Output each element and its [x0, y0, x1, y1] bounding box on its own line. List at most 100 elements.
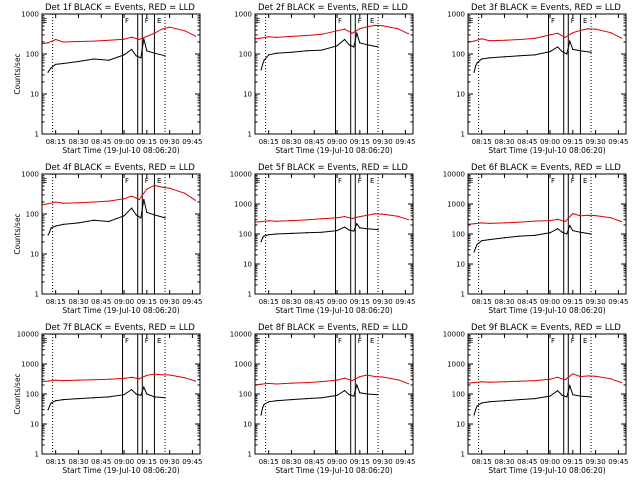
y-tick-label: 10: [243, 91, 252, 99]
lld-data-point: [161, 374, 163, 376]
events-data-point: [579, 395, 582, 397]
interval-label: E: [370, 337, 374, 345]
events-data-point: [123, 54, 125, 56]
interval-label: E: [256, 177, 260, 185]
lld-data-point: [138, 38, 140, 41]
events-data-point: [146, 50, 148, 52]
lld-data-point: [306, 219, 308, 221]
lld-series-line: [41, 26, 196, 45]
plot-frame: [467, 13, 627, 135]
lld-data-point: [572, 212, 574, 215]
interval-label: E: [43, 177, 47, 185]
lld-data-point: [161, 28, 163, 30]
interval-label: E: [157, 337, 161, 345]
events-data-point: [561, 394, 563, 396]
events-data-point: [569, 225, 571, 227]
x-tick-label: 08:30: [494, 458, 514, 466]
x-tick-label: 09:30: [160, 138, 180, 146]
lld-data-point: [595, 375, 597, 377]
lld-data-point: [407, 219, 410, 221]
x-tick-label: 09:15: [350, 298, 370, 306]
x-tick-label: 09:30: [586, 298, 606, 306]
interval-label: F: [571, 17, 575, 25]
interval-label: F: [571, 337, 575, 345]
x-axis-label: Start Time (19-Jul-10 08:06:20): [275, 306, 392, 315]
x-tick-label: 09:00: [114, 298, 134, 306]
events-data-point: [55, 400, 57, 402]
events-data-point: [263, 235, 265, 237]
events-data-point: [48, 405, 51, 407]
x-tick-label: 09:45: [608, 138, 628, 146]
y-tick-label: 1: [248, 451, 252, 459]
events-data-point: [348, 44, 350, 46]
interval-label: E: [583, 177, 587, 185]
events-data-point: [366, 393, 369, 395]
lld-data-point: [194, 199, 197, 201]
events-data-point: [146, 211, 148, 213]
lld-data-point: [290, 219, 293, 222]
events-data-point: [473, 414, 475, 416]
interval-label: F: [145, 177, 149, 185]
lld-data-point: [572, 32, 574, 34]
events-data-point: [93, 219, 95, 221]
events-series-line: [260, 383, 379, 416]
events-data-point: [47, 71, 49, 73]
events-series-line: [473, 383, 592, 416]
events-data-point: [353, 46, 355, 48]
lld-data-point: [351, 217, 353, 220]
lld-data-point: [572, 373, 574, 375]
interval-label: F: [551, 337, 555, 345]
lld-data-point: [557, 32, 559, 34]
events-data-point: [359, 392, 361, 394]
events-data-point: [474, 409, 477, 411]
events-data-point: [366, 228, 369, 230]
y-tick-label: 1000: [447, 11, 465, 19]
lld-series-line: [254, 213, 409, 223]
events-data-point: [590, 51, 592, 53]
events-data-point: [488, 57, 490, 59]
lld-data-point: [184, 192, 186, 194]
y-tick-label: 1: [35, 451, 39, 459]
events-data-point: [93, 58, 95, 60]
events-data-point: [557, 389, 559, 392]
lld-data-point: [366, 374, 369, 376]
interval-label: F: [551, 17, 555, 25]
lld-data-point: [77, 379, 80, 381]
events-data-point: [561, 50, 563, 53]
lld-series-line: [467, 28, 622, 43]
x-tick-label: 09:30: [586, 458, 606, 466]
panel-title: Det 6f BLACK = Events, RED = LLD: [471, 163, 621, 173]
y-tick-label: 1: [35, 131, 39, 139]
interval-label: E: [370, 17, 374, 25]
events-data-point: [48, 69, 51, 71]
panel-title: Det 5f BLACK = Events, RED = LLD: [258, 163, 408, 173]
x-tick-label: 08:45: [304, 138, 324, 146]
events-data-point: [519, 235, 521, 237]
lld-data-point: [359, 376, 361, 378]
lld-data-point: [610, 378, 612, 380]
events-series-line: [47, 199, 166, 236]
events-data-point: [62, 62, 64, 65]
lld-data-point: [564, 36, 566, 39]
x-tick-label: 09:15: [563, 138, 583, 146]
plot-frame: [254, 13, 414, 135]
lld-data-point: [47, 380, 49, 382]
y-tick-label: 10: [243, 421, 252, 429]
events-data-point: [260, 414, 262, 416]
lld-data-point: [503, 222, 506, 224]
events-data-point: [474, 247, 477, 249]
interval-label: F: [145, 337, 149, 345]
interval-label: E: [157, 17, 161, 25]
x-tick-label: 08:30: [281, 298, 301, 306]
events-data-point: [356, 223, 358, 225]
x-tick-label: 09:00: [327, 138, 347, 146]
y-axis-label: Counts/sec: [13, 213, 22, 254]
events-data-point: [579, 50, 582, 52]
panel-title: Det 7f BLACK = Events, RED = LLD: [45, 323, 195, 333]
events-data-point: [366, 44, 369, 46]
lld-data-point: [290, 35, 293, 38]
lld-data-point: [123, 198, 125, 200]
events-data-point: [321, 231, 323, 233]
interval-label: E: [43, 17, 47, 25]
y-tick-label: 1000: [447, 361, 465, 369]
